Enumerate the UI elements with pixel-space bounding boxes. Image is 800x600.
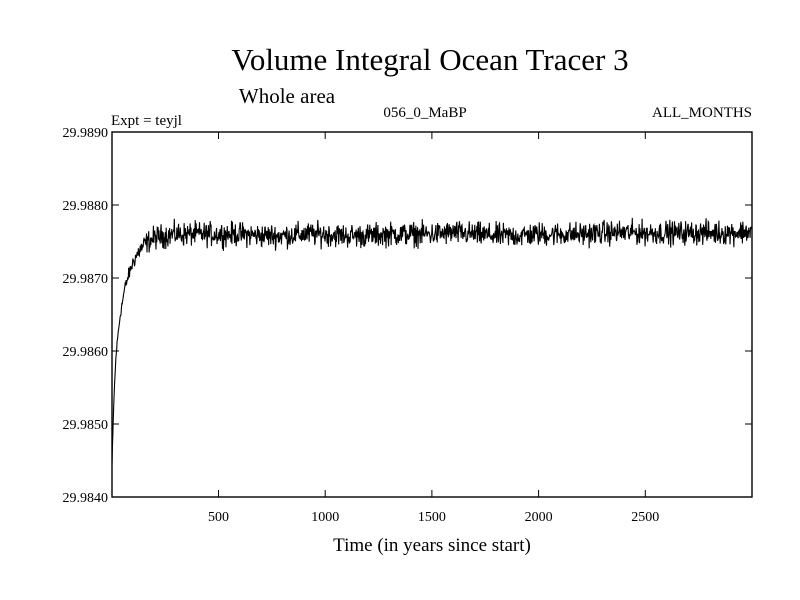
- x-axis-label: Time (in years since start): [333, 535, 531, 556]
- period-label: 056_0_MaBP: [383, 105, 466, 121]
- y-tick-label: 29.9840: [63, 491, 109, 506]
- x-tick-label: 2000: [525, 510, 553, 525]
- series-line: [111, 217, 753, 464]
- plot-frame: [111, 131, 753, 498]
- x-axis-ticks: 500 1000 1500 2000 2500: [208, 132, 659, 525]
- x-tick-label: 500: [208, 510, 229, 525]
- x-tick-label: 1000: [311, 510, 339, 525]
- y-tick-label: 29.9850: [63, 418, 109, 433]
- y-axis-ticks: 29.9840 29.9850 29.9860 29.9870 29.9880 29.98…: [63, 126, 752, 506]
- y-tick-label: 29.9870: [63, 272, 109, 287]
- y-tick-label: 29.9890: [63, 126, 109, 141]
- y-tick-label: 29.9860: [63, 345, 109, 360]
- months-label: ALL_MONTHS: [652, 105, 752, 121]
- chart-subtitle: Whole area: [239, 84, 336, 108]
- chart-title: Volume Integral Ocean Tracer 3: [231, 42, 628, 77]
- x-tick-label: 1500: [418, 510, 446, 525]
- y-tick-label: 29.9880: [63, 199, 109, 214]
- x-tick-label: 2500: [631, 510, 659, 525]
- experiment-label: Expt = teyjl: [111, 113, 182, 129]
